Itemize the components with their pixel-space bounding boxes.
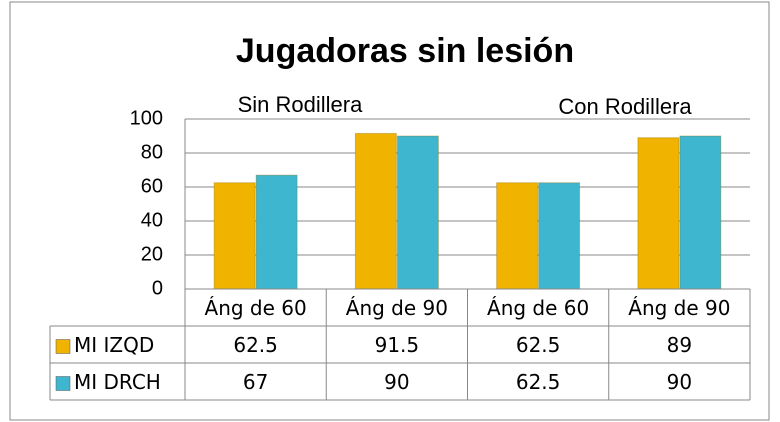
y-tick-label: 0 xyxy=(152,277,163,299)
table-value: 89 xyxy=(667,333,692,357)
y-tick-label: 60 xyxy=(141,175,163,197)
x-tick-label: Áng de 60 xyxy=(487,296,589,320)
legend-label: MI DRCH xyxy=(74,370,161,394)
table-value: 90 xyxy=(667,370,692,394)
table-value: 67 xyxy=(243,370,268,394)
y-tick-label: 80 xyxy=(141,141,163,163)
legend-swatch xyxy=(55,339,71,354)
x-tick-label: Áng de 90 xyxy=(346,296,448,320)
legend-swatch xyxy=(55,376,71,391)
bar xyxy=(213,182,256,290)
x-tick-label: Áng de 60 xyxy=(205,296,307,320)
table-value: 62.5 xyxy=(233,333,278,357)
bar xyxy=(354,132,397,290)
annotation: Con Rodillera xyxy=(558,94,692,119)
y-tick-label: 20 xyxy=(141,243,163,265)
bar xyxy=(538,182,581,290)
legend-label: MI IZQD xyxy=(74,333,154,357)
bar xyxy=(637,137,680,290)
annotation: Sin Rodillera xyxy=(238,92,363,117)
bar xyxy=(679,135,722,290)
bar xyxy=(496,182,539,290)
y-tick-label: 40 xyxy=(141,209,163,231)
y-tick-label: 100 xyxy=(130,107,163,129)
bar xyxy=(255,174,298,290)
table-value: 62.5 xyxy=(516,370,561,394)
x-tick-label: Áng de 90 xyxy=(628,296,730,320)
table-value: 91.5 xyxy=(375,333,420,357)
chart-title: Jugadoras sin lesión xyxy=(236,32,574,70)
table-value: 90 xyxy=(384,370,409,394)
bar xyxy=(396,135,439,290)
table-value: 62.5 xyxy=(516,333,561,357)
